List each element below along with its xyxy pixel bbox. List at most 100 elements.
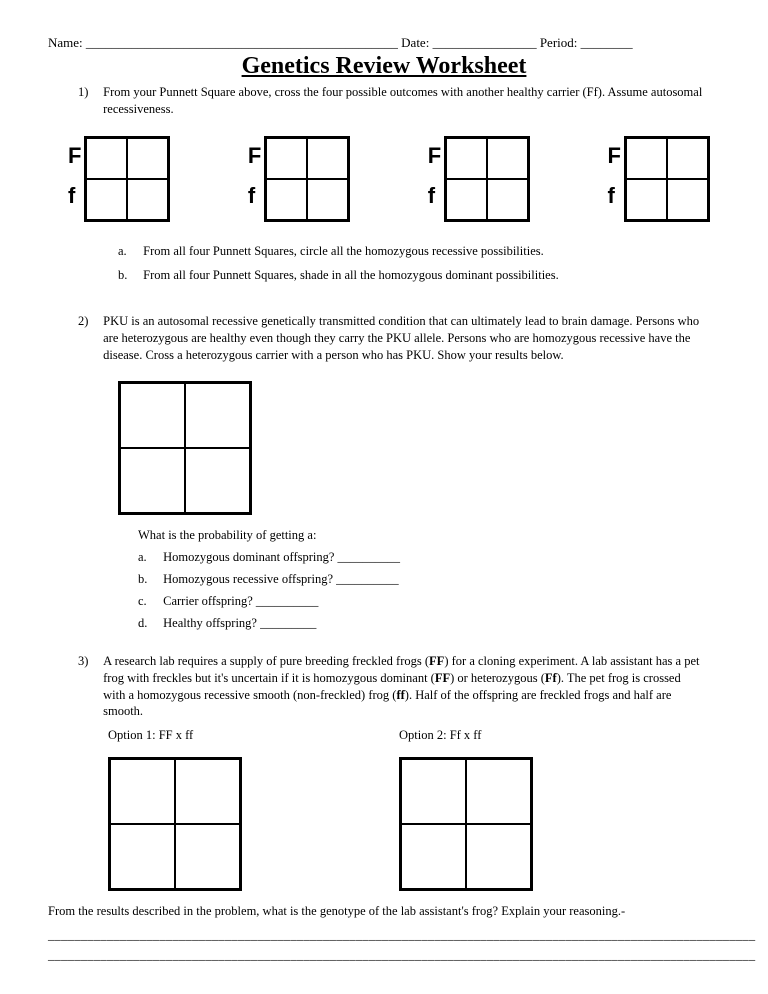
allele-F: F xyxy=(608,136,621,176)
prob-letter: d. xyxy=(138,613,160,635)
allele-f: f xyxy=(608,176,621,216)
sub-text: From all four Punnett Squares, circle al… xyxy=(143,244,544,258)
name-blank: ________________________________________… xyxy=(86,35,398,50)
cell xyxy=(120,448,185,513)
sub-letter: a. xyxy=(118,240,140,263)
punnett-unit-3: F f xyxy=(428,136,530,222)
q3-punnett-row xyxy=(108,757,690,891)
q3-option-1: Option 1: FF x ff xyxy=(108,728,399,743)
allele-F: F xyxy=(428,136,441,176)
punnett-grid-q3a xyxy=(108,757,242,891)
allele-labels-3: F f xyxy=(428,136,441,216)
q1-sub-a: a. From all four Punnett Squares, circle… xyxy=(118,240,720,263)
punnett-grid-1 xyxy=(84,136,170,222)
cell xyxy=(626,138,667,179)
cell xyxy=(86,179,127,220)
cell xyxy=(401,759,466,824)
q1-sublist: a. From all four Punnett Squares, circle… xyxy=(118,240,720,287)
punnett-grid-q3b xyxy=(399,757,533,891)
cell xyxy=(446,179,487,220)
q2-number: 2) xyxy=(78,313,100,330)
worksheet-title: Genetics Review Worksheet xyxy=(48,53,720,80)
punnett-grid-q2 xyxy=(118,381,252,515)
cell xyxy=(110,824,175,889)
name-label: Name: xyxy=(48,35,83,50)
prob-text: Healthy offspring? _________ xyxy=(163,616,316,630)
punnett-grid-3 xyxy=(444,136,530,222)
allele-labels-1: F f xyxy=(68,136,81,216)
prob-letter: b. xyxy=(138,569,160,591)
prob-letter: c. xyxy=(138,591,160,613)
prob-d: d. Healthy offspring? _________ xyxy=(138,613,720,635)
question-2: 2) PKU is an autosomal recessive genetic… xyxy=(78,313,720,364)
q3-options-row: Option 1: FF x ff Option 2: Ff x ff xyxy=(108,728,690,743)
sub-letter: b. xyxy=(118,264,140,287)
cell xyxy=(466,824,531,889)
cell xyxy=(307,179,348,220)
q1-punnett-row: F f F f F f xyxy=(68,136,710,222)
q3-left-square-wrap xyxy=(108,757,399,891)
period-label: Period: xyxy=(540,35,578,50)
cell xyxy=(86,138,127,179)
q3-right-square-wrap xyxy=(399,757,690,891)
allele-F: F xyxy=(68,136,81,176)
worksheet-page: Name: __________________________________… xyxy=(0,0,768,985)
cell xyxy=(120,383,185,448)
allele-F: F xyxy=(248,136,261,176)
q1-number: 1) xyxy=(78,84,100,101)
cell xyxy=(110,759,175,824)
prob-c: c. Carrier offspring? __________ xyxy=(138,591,720,613)
cell xyxy=(487,179,528,220)
q2-probability-section: What is the probability of getting a: a.… xyxy=(138,525,720,634)
question-1: 1) From your Punnett Square above, cross… xyxy=(78,84,720,118)
header-fields: Name: __________________________________… xyxy=(48,35,720,51)
q2-punnett xyxy=(118,381,720,515)
prob-intro: What is the probability of getting a: xyxy=(138,525,720,547)
answer-line-2: ________________________________________… xyxy=(48,945,720,965)
cell xyxy=(401,824,466,889)
question-3: 3) A research lab requires a supply of p… xyxy=(78,653,720,721)
prob-b: b. Homozygous recessive offspring? _____… xyxy=(138,569,720,591)
allele-labels-2: F f xyxy=(248,136,261,216)
period-blank: ________ xyxy=(581,35,633,50)
cell xyxy=(667,138,708,179)
punnett-unit-4: F f xyxy=(608,136,710,222)
q3-option-2: Option 2: Ff x ff xyxy=(399,728,690,743)
allele-f: f xyxy=(68,176,81,216)
q3-number: 3) xyxy=(78,653,100,670)
cell xyxy=(185,383,250,448)
cell xyxy=(175,759,240,824)
cell xyxy=(466,759,531,824)
cell xyxy=(446,138,487,179)
prob-letter: a. xyxy=(138,547,160,569)
cell xyxy=(266,138,307,179)
punnett-unit-1: F f xyxy=(68,136,170,222)
punnett-grid-4 xyxy=(624,136,710,222)
allele-f: f xyxy=(248,176,261,216)
allele-labels-4: F f xyxy=(608,136,621,216)
cell xyxy=(175,824,240,889)
cell xyxy=(127,138,168,179)
date-label: Date: xyxy=(401,35,429,50)
cell xyxy=(185,448,250,513)
date-blank: ________________ xyxy=(433,35,537,50)
cell xyxy=(307,138,348,179)
prob-a: a. Homozygous dominant offspring? ______… xyxy=(138,547,720,569)
final-question: From the results described in the proble… xyxy=(48,901,720,921)
q3-text: A research lab requires a supply of pure… xyxy=(103,653,703,721)
answer-line-1: ________________________________________… xyxy=(48,925,720,945)
allele-f: f xyxy=(428,176,441,216)
cell xyxy=(626,179,667,220)
cell xyxy=(127,179,168,220)
cell xyxy=(667,179,708,220)
cell xyxy=(487,138,528,179)
q2-text: PKU is an autosomal recessive geneticall… xyxy=(103,313,703,364)
punnett-unit-2: F f xyxy=(248,136,350,222)
q1-sub-b: b. From all four Punnett Squares, shade … xyxy=(118,264,720,287)
sub-text: From all four Punnett Squares, shade in … xyxy=(143,268,559,282)
prob-text: Carrier offspring? __________ xyxy=(163,594,318,608)
punnett-grid-2 xyxy=(264,136,350,222)
prob-text: Homozygous dominant offspring? _________… xyxy=(163,550,400,564)
prob-text: Homozygous recessive offspring? ________… xyxy=(163,572,399,586)
q1-text: From your Punnett Square above, cross th… xyxy=(103,84,703,118)
